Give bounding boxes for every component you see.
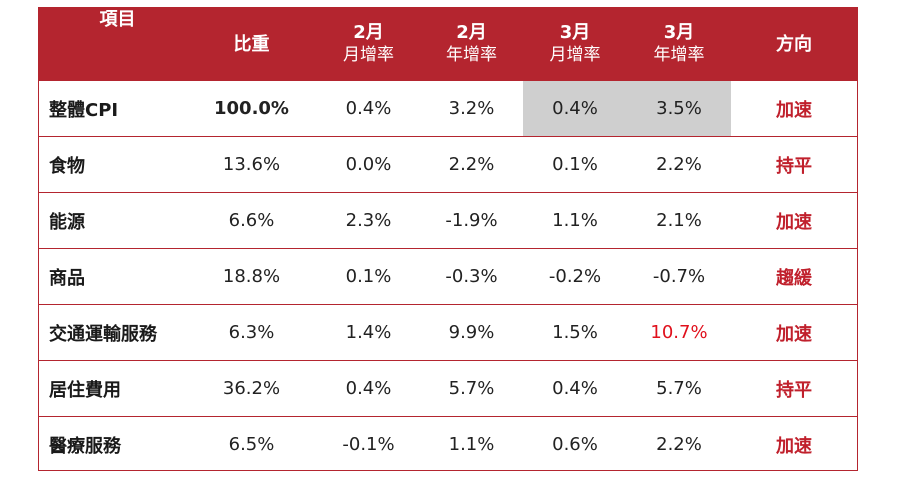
row-feb-mom: 2.3%	[345, 210, 392, 231]
row-weight: 6.5%	[228, 434, 275, 455]
row-weight: 100.0%	[214, 98, 289, 119]
table-row: 食物 13.6% 0.0% 2.2% 0.1% 2.2% 持平	[39, 136, 857, 192]
row-mar-mom: 0.6%	[552, 434, 598, 455]
row-feb-yoy: -1.9%	[445, 210, 498, 231]
header-feb-mom-metric: 月增率	[343, 45, 394, 65]
header-feb-mom-month: 2月	[353, 22, 384, 43]
header-mar-yoy: 3月 年增率	[627, 8, 731, 80]
row-feb-mom: 0.0%	[345, 154, 392, 175]
row-mar-yoy: 5.7%	[656, 378, 702, 399]
row-feb-yoy: 5.7%	[448, 378, 495, 399]
row-direction: 持平	[776, 155, 812, 177]
row-direction: 加速	[776, 211, 812, 233]
row-item: 商品	[49, 267, 85, 289]
header-mar-yoy-metric: 年增率	[653, 45, 705, 65]
table-row: 居住費用 36.2% 0.4% 5.7% 0.4% 5.7% 持平	[39, 360, 857, 416]
header-feb-yoy-metric: 年增率	[446, 45, 497, 65]
row-feb-mom: -0.1%	[342, 434, 395, 455]
row-direction: 加速	[776, 99, 812, 121]
table-row: 整體CPI 100.0% 0.4% 3.2% 0.4% 3.5% 加速	[39, 80, 857, 136]
row-feb-mom: 0.4%	[345, 378, 392, 399]
row-weight: 18.8%	[222, 266, 281, 287]
row-mar-mom: 0.1%	[552, 154, 598, 175]
row-feb-yoy: 2.2%	[448, 154, 495, 175]
row-mar-yoy: 2.1%	[656, 210, 702, 231]
row-mar-mom: -0.2%	[548, 266, 602, 287]
table-row: 交通運輸服務 6.3% 1.4% 9.9% 1.5% 10.7% 加速	[39, 304, 857, 360]
header-item: 項目	[39, 8, 186, 80]
header-feb-yoy: 2月 年增率	[420, 8, 523, 80]
row-item: 食物	[49, 155, 85, 177]
header-feb-mom: 2月 月增率	[317, 8, 420, 80]
row-mar-yoy: 2.2%	[656, 154, 702, 175]
header-direction: 方向	[731, 8, 857, 80]
row-feb-mom: 0.4%	[345, 98, 392, 119]
header-mar-mom-metric: 月增率	[549, 45, 601, 65]
header-item-label: 項目	[99, 9, 136, 30]
row-item: 醫療服務	[49, 435, 121, 457]
row-item: 整體CPI	[49, 99, 119, 121]
row-item: 能源	[49, 211, 85, 233]
row-direction: 趨緩	[776, 267, 812, 289]
header-mar-mom-month: 3月	[559, 22, 591, 43]
table-row: 能源 6.6% 2.3% -1.9% 1.1% 2.1% 加速	[39, 192, 857, 248]
header-mar-yoy-month: 3月	[663, 22, 695, 43]
row-weight: 36.2%	[222, 378, 281, 399]
row-item: 交通運輸服務	[49, 323, 157, 345]
row-feb-yoy: -0.3%	[445, 266, 498, 287]
header-weight-label: 比重	[233, 33, 270, 55]
row-mar-mom: 1.1%	[552, 210, 598, 231]
header-mar-mom: 3月 月增率	[523, 8, 627, 80]
table-row: 醫療服務 6.5% -0.1% 1.1% 0.6% 2.2% 加速	[39, 416, 857, 472]
row-direction: 持平	[776, 379, 812, 401]
row-mar-mom: 1.5%	[552, 322, 598, 343]
header-weight: 比重	[186, 8, 317, 80]
row-weight: 6.6%	[228, 210, 275, 231]
row-mar-yoy: 3.5%	[627, 81, 731, 136]
table-header-row: 項目 比重 2月 月增率 2月 年增率 3月 月增率 3月 年增率 方向	[39, 8, 857, 80]
row-feb-mom: 1.4%	[345, 322, 392, 343]
row-mar-yoy: -0.7%	[652, 266, 706, 287]
row-direction: 加速	[776, 323, 812, 345]
row-mar-yoy: 10.7%	[650, 322, 708, 343]
cpi-table: 項目 比重 2月 月增率 2月 年增率 3月 月增率 3月 年增率 方向 整體C…	[38, 7, 858, 471]
row-feb-yoy: 1.1%	[448, 434, 495, 455]
row-mar-mom: 0.4%	[552, 378, 598, 399]
row-mar-yoy: 2.2%	[656, 434, 702, 455]
row-direction: 加速	[776, 435, 812, 457]
row-feb-yoy: 3.2%	[448, 98, 495, 119]
row-item: 居住費用	[49, 379, 121, 401]
row-weight: 13.6%	[222, 154, 281, 175]
row-feb-yoy: 9.9%	[448, 322, 495, 343]
table-row: 商品 18.8% 0.1% -0.3% -0.2% -0.7% 趨緩	[39, 248, 857, 304]
header-direction-label: 方向	[776, 33, 812, 55]
header-feb-yoy-month: 2月	[456, 22, 487, 43]
row-weight: 6.3%	[228, 322, 275, 343]
row-mar-mom: 0.4%	[523, 81, 627, 136]
row-feb-mom: 0.1%	[345, 266, 392, 287]
